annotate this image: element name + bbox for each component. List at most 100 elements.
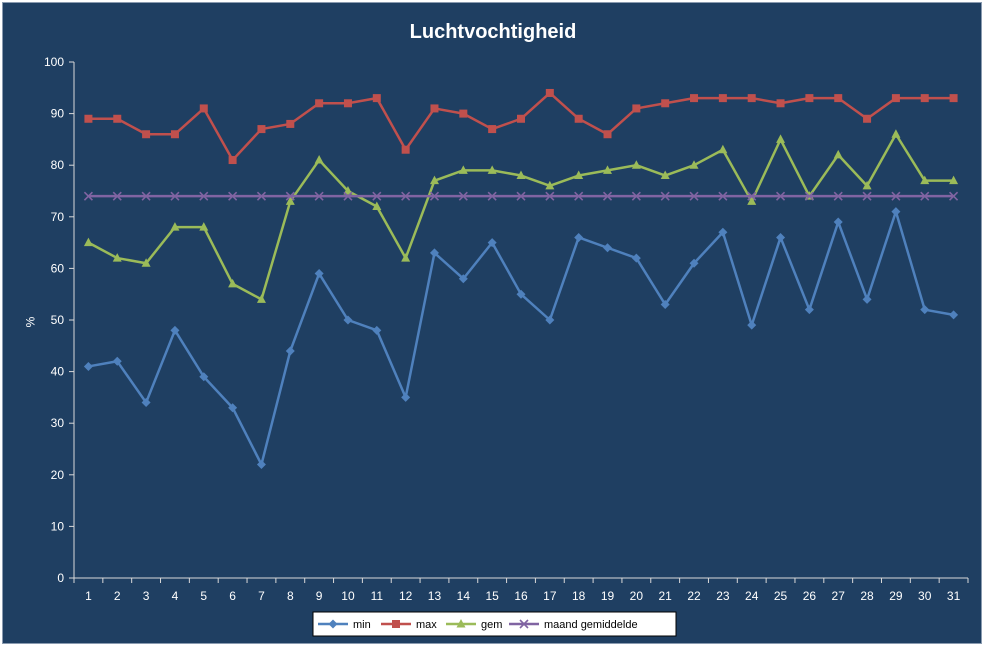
x-tick-label: 12 xyxy=(399,589,413,603)
data-point-max xyxy=(574,114,583,123)
x-marker-stroke xyxy=(516,191,526,201)
x-tick-label: 9 xyxy=(316,589,323,603)
data-point-maand-gemiddelde xyxy=(487,191,497,201)
data-point-maand-gemiddelde xyxy=(920,191,930,201)
data-point-maand-gemiddelde xyxy=(401,191,411,201)
x-marker-stroke xyxy=(718,191,728,201)
data-point-min xyxy=(141,398,151,408)
x-tick-label: 8 xyxy=(287,589,294,603)
data-point-maand-gemiddelde xyxy=(83,191,93,201)
data-point-max xyxy=(84,114,93,123)
data-point-max xyxy=(603,130,612,139)
data-point-min xyxy=(718,227,728,237)
data-point-min xyxy=(401,392,411,402)
data-point-min xyxy=(314,269,324,279)
data-point-gem xyxy=(516,170,526,180)
x-tick-label: 31 xyxy=(947,589,961,603)
data-point-max xyxy=(286,119,295,128)
x-marker-stroke xyxy=(372,191,382,201)
data-point-max xyxy=(257,125,266,134)
x-marker-stroke xyxy=(256,191,267,201)
data-point-maand-gemiddelde xyxy=(804,191,814,201)
data-point-gem xyxy=(949,175,959,185)
data-point-max xyxy=(690,94,699,103)
y-tick-label: 0 xyxy=(57,571,64,585)
data-point-gem xyxy=(862,180,872,190)
data-point-min xyxy=(170,325,180,335)
data-point-max xyxy=(776,99,785,108)
data-point-gem xyxy=(401,253,411,262)
legend-label-gem: gem xyxy=(481,619,502,631)
data-point-gem xyxy=(170,222,180,231)
x-marker-stroke xyxy=(112,191,122,201)
x-marker-stroke xyxy=(170,191,180,201)
data-point-maand-gemiddelde xyxy=(631,191,641,201)
x-tick-label: 28 xyxy=(860,589,874,603)
data-point-maand-gemiddelde xyxy=(949,191,959,201)
data-point-max xyxy=(459,109,468,118)
data-point-min xyxy=(372,325,382,335)
x-marker-stroke xyxy=(804,191,814,201)
data-point-gem xyxy=(83,237,93,247)
y-tick-label: 20 xyxy=(51,468,65,482)
data-point-max xyxy=(920,94,929,103)
data-point-min xyxy=(228,403,238,413)
series-line-max xyxy=(88,91,954,162)
legend-marker-gem xyxy=(456,619,466,628)
legend: min max gem maand gemiddelde xyxy=(312,611,677,637)
data-point-maand-gemiddelde xyxy=(141,191,151,201)
data-point-maand-gemiddelde xyxy=(343,191,353,201)
data-point-max xyxy=(372,94,381,103)
data-point-min xyxy=(574,232,584,242)
x-marker-stroke xyxy=(285,191,295,201)
data-point-max xyxy=(891,94,900,103)
data-point-max xyxy=(863,114,872,123)
data-point-min xyxy=(689,258,699,268)
data-point-min xyxy=(776,232,786,242)
data-point-maand-gemiddelde xyxy=(372,191,382,201)
legend-box xyxy=(312,611,677,637)
data-point-gem xyxy=(372,201,382,210)
data-point-maand-gemiddelde xyxy=(833,191,843,201)
legend-marker-maand-gemiddelde xyxy=(519,619,529,629)
data-point-max xyxy=(343,99,352,108)
data-point-min xyxy=(747,320,757,330)
y-tick-label: 10 xyxy=(51,519,65,533)
x-marker-stroke xyxy=(574,191,584,201)
data-point-min xyxy=(660,300,670,310)
data-point-maand-gemiddelde xyxy=(891,191,901,201)
data-point-gem xyxy=(631,160,641,169)
x-marker-stroke xyxy=(487,191,497,201)
x-tick-label: 11 xyxy=(371,589,384,603)
data-point-max xyxy=(517,114,525,123)
series-gem xyxy=(83,129,959,303)
x-marker-stroke xyxy=(862,191,872,201)
x-marker-stroke xyxy=(228,191,238,201)
data-point-min xyxy=(920,305,930,315)
data-point-min xyxy=(429,248,439,258)
data-point-max xyxy=(805,94,814,103)
x-tick-label: 16 xyxy=(514,589,528,603)
data-point-gem xyxy=(833,149,843,159)
x-tick-label: 19 xyxy=(601,589,615,603)
data-point-max xyxy=(718,94,727,103)
x-marker-stroke xyxy=(545,191,555,201)
data-point-max xyxy=(170,130,179,139)
x-marker-stroke xyxy=(83,191,93,201)
x-tick-label: 10 xyxy=(341,589,355,603)
y-tick-label: 60 xyxy=(51,261,65,275)
x-marker-stroke xyxy=(458,191,468,201)
data-point-maand-gemiddelde xyxy=(602,191,613,201)
data-point-max xyxy=(315,99,324,108)
x-tick-label: 17 xyxy=(543,589,557,603)
series-line-min xyxy=(88,210,954,466)
data-point-min xyxy=(545,315,555,325)
x-marker-stroke xyxy=(920,191,930,201)
x-tick-label: 27 xyxy=(832,589,846,603)
data-point-maand-gemiddelde xyxy=(516,191,526,201)
data-point-max xyxy=(228,156,237,165)
data-point-maand-gemiddelde xyxy=(112,191,122,201)
data-point-min xyxy=(631,253,641,263)
y-tick-label: 100 xyxy=(44,55,64,69)
